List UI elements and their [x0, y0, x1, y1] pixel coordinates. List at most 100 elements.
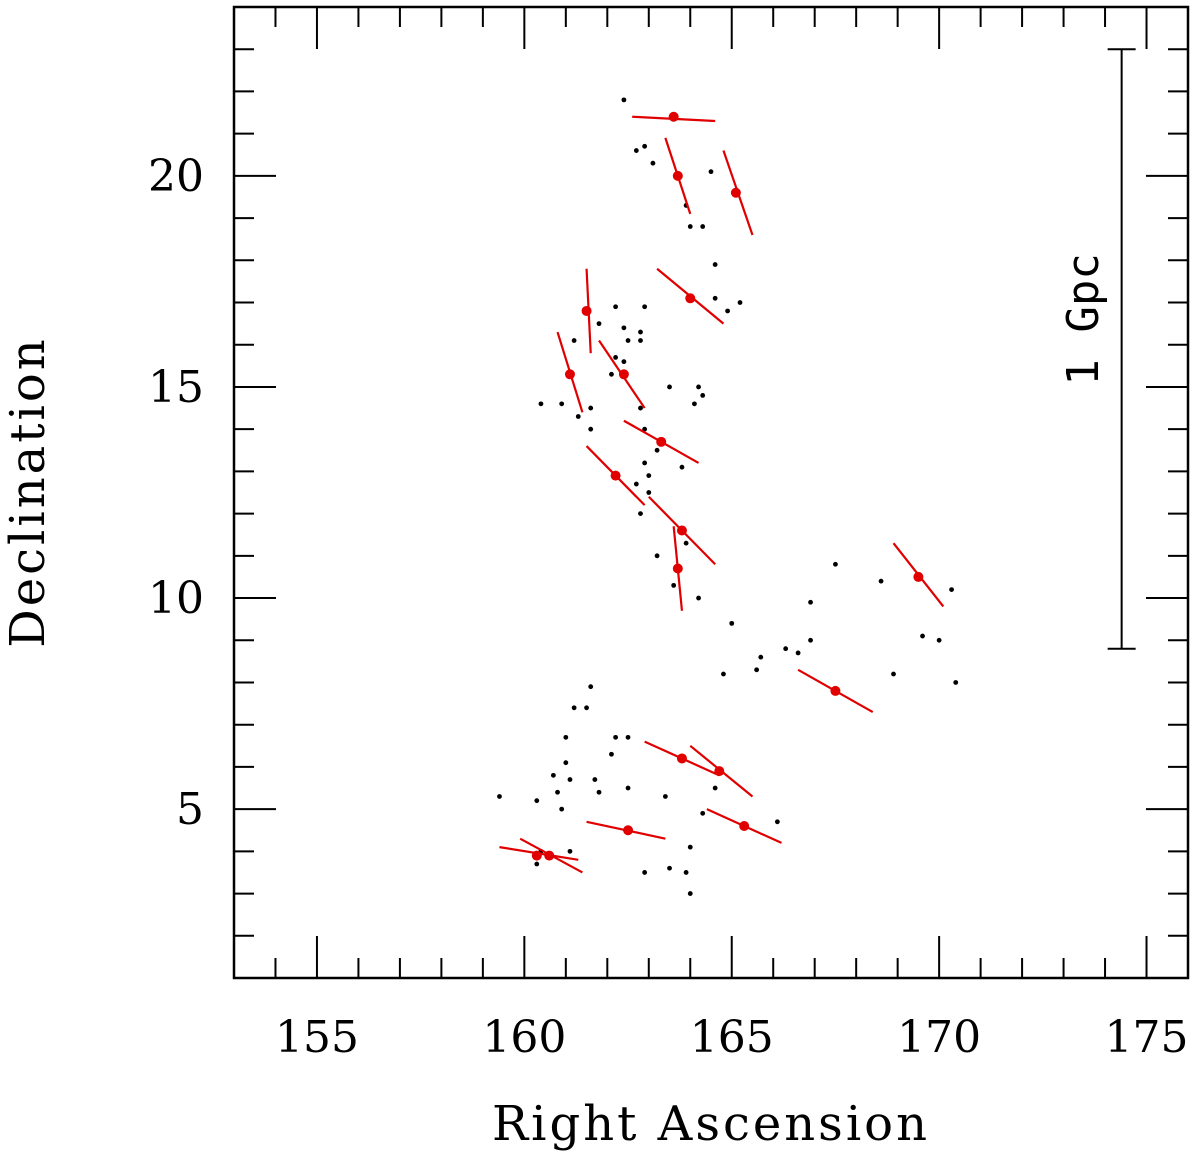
galaxy-point: [692, 401, 697, 407]
galaxy-point: [808, 637, 813, 643]
galaxy-point: [571, 705, 577, 711]
galaxy-point: [559, 401, 565, 407]
y-axis-title: Declination: [0, 336, 56, 647]
galaxy-point: [774, 819, 780, 825]
galaxy-point: [642, 870, 648, 875]
vector-series: [499, 111, 945, 874]
galaxy-point: [638, 405, 643, 411]
galaxy-point: [878, 578, 884, 584]
galaxy-point: [712, 262, 718, 267]
scale-bar: 1 Gpc: [1058, 48, 1136, 650]
galaxy-point: [687, 224, 693, 229]
galaxy-point: [687, 844, 693, 850]
galaxy-point: [555, 789, 560, 795]
galaxy-point: [588, 405, 594, 411]
galaxy-point: [638, 338, 643, 343]
x-tick-label: 175: [1105, 1012, 1189, 1063]
galaxy-point: [700, 224, 706, 229]
galaxy-point: [497, 794, 502, 799]
galaxy-point: [563, 734, 569, 740]
galaxy-series: [497, 97, 959, 896]
plot-frame: [232, 5, 1190, 980]
galaxy-point: [609, 371, 614, 377]
vector-point: [739, 821, 750, 832]
y-tick-label: 15: [148, 362, 204, 413]
galaxy-point: [654, 447, 660, 453]
galaxy-point: [953, 680, 959, 685]
vector-point: [685, 293, 696, 304]
x-tick-label: 170: [897, 1012, 981, 1063]
y-tick-label: 20: [148, 151, 204, 202]
galaxy-point: [621, 359, 627, 365]
vector-point: [656, 436, 667, 447]
vector-point: [714, 766, 725, 777]
galaxy-point: [729, 620, 735, 626]
galaxy-point: [567, 848, 573, 854]
vector-point: [623, 825, 634, 836]
galaxy-point: [534, 861, 540, 867]
galaxy-point: [646, 490, 652, 495]
vector-point: [676, 753, 687, 764]
galaxy-point: [646, 473, 652, 479]
galaxy-point: [588, 684, 594, 690]
galaxy-point: [563, 760, 569, 766]
galaxy-point: [708, 169, 714, 175]
galaxy-point: [721, 671, 726, 677]
galaxy-point: [737, 300, 743, 305]
galaxy-point: [687, 891, 693, 896]
galaxy-point: [613, 734, 618, 740]
galaxy-point: [621, 325, 627, 331]
galaxy-point: [758, 654, 764, 660]
tick-labels: 155 160 165 170 175 5 10 15 20: [148, 151, 1189, 1063]
galaxy-point: [559, 806, 565, 812]
galaxy-point: [567, 777, 573, 782]
axis-ticks: [233, 6, 1189, 979]
galaxy-point: [683, 870, 689, 875]
galaxy-point: [550, 772, 556, 778]
galaxy-point: [609, 751, 614, 757]
vector-point: [672, 170, 683, 181]
galaxy-point: [642, 460, 648, 466]
galaxy-point: [633, 481, 639, 487]
y-tick-label: 10: [148, 573, 204, 624]
x-tick-label: 155: [275, 1012, 359, 1063]
vector-point: [668, 111, 679, 122]
galaxy-point: [696, 595, 701, 601]
galaxy-point: [808, 599, 813, 605]
vector-point: [730, 187, 741, 198]
galaxy-point: [625, 785, 631, 791]
galaxy-point: [679, 464, 685, 470]
galaxy-point: [712, 785, 718, 791]
galaxy-point: [642, 426, 648, 432]
vector-point: [913, 571, 924, 582]
x-tick-label: 160: [482, 1012, 566, 1063]
galaxy-point: [712, 295, 718, 301]
vector-point: [610, 470, 621, 481]
galaxy-point: [795, 650, 801, 656]
galaxy-point: [575, 414, 581, 419]
x-tick-label: 165: [690, 1012, 774, 1063]
galaxy-point: [592, 777, 598, 782]
galaxy-point: [920, 633, 925, 639]
galaxy-point: [949, 587, 954, 592]
galaxy-point: [683, 540, 689, 546]
galaxy-point: [596, 789, 602, 795]
galaxy-point: [625, 338, 631, 343]
galaxy-point: [613, 304, 618, 310]
galaxy-point: [936, 637, 942, 643]
galaxy-point: [633, 148, 639, 153]
x-axis-title: Right Ascension: [492, 1096, 930, 1152]
galaxy-point: [596, 321, 602, 327]
galaxy-point: [625, 734, 631, 740]
galaxy-point: [667, 865, 672, 871]
galaxy-point: [571, 338, 577, 343]
galaxy-point: [783, 646, 789, 652]
galaxy-point: [638, 511, 643, 517]
galaxy-point: [642, 143, 648, 149]
galaxy-point: [650, 160, 656, 166]
vector-point: [830, 685, 841, 696]
galaxy-point: [667, 384, 672, 390]
scale-bar-label: 1 Gpc: [1058, 253, 1109, 385]
galaxy-point: [654, 553, 660, 559]
